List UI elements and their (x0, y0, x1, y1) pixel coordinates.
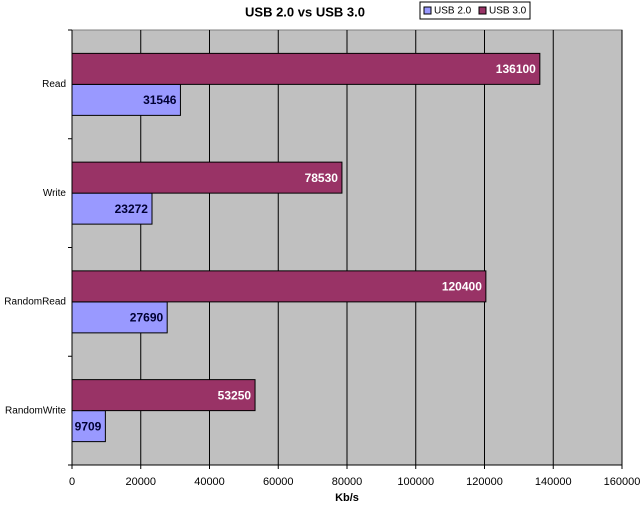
x-tick-label: 100000 (397, 476, 434, 488)
bar (71, 270, 487, 303)
y-tick-label: Write (43, 188, 67, 199)
bar (71, 52, 541, 85)
x-tick-label: 40000 (194, 476, 225, 488)
bar (71, 301, 168, 334)
chart-title: USB 2.0 vs USB 3.0 (245, 4, 365, 19)
bar (71, 192, 153, 225)
legend (419, 1, 531, 20)
x-tick-label: 160000 (604, 476, 640, 488)
bar (71, 83, 181, 116)
legend-swatch (478, 6, 487, 15)
bar (71, 410, 106, 443)
value-label: 78530 (305, 171, 339, 185)
value-label: 120400 (442, 280, 482, 294)
legend-label: USB 3.0 (489, 6, 527, 17)
bar (71, 161, 343, 194)
x-tick-label: 120000 (466, 476, 503, 488)
y-tick-label: Read (42, 79, 66, 90)
y-tick-label: RandomWrite (5, 405, 66, 416)
bar (71, 379, 256, 412)
legend-swatch (423, 6, 432, 15)
x-tick-label: 20000 (125, 476, 156, 488)
value-label: 136100 (496, 62, 536, 76)
value-label: 31546 (143, 93, 177, 107)
value-label: 53250 (218, 388, 252, 402)
x-tick-label: 140000 (535, 476, 572, 488)
legend-label: USB 2.0 (434, 6, 472, 17)
value-label: 23272 (115, 202, 149, 216)
y-tick-label: RandomRead (4, 297, 66, 308)
x-tick-label: 0 (69, 476, 75, 488)
x-tick-label: 80000 (332, 476, 363, 488)
x-tick-label: 60000 (263, 476, 294, 488)
value-label: 9709 (75, 419, 102, 433)
value-label: 27690 (130, 311, 164, 325)
x-axis-label: Kb/s (335, 492, 359, 504)
